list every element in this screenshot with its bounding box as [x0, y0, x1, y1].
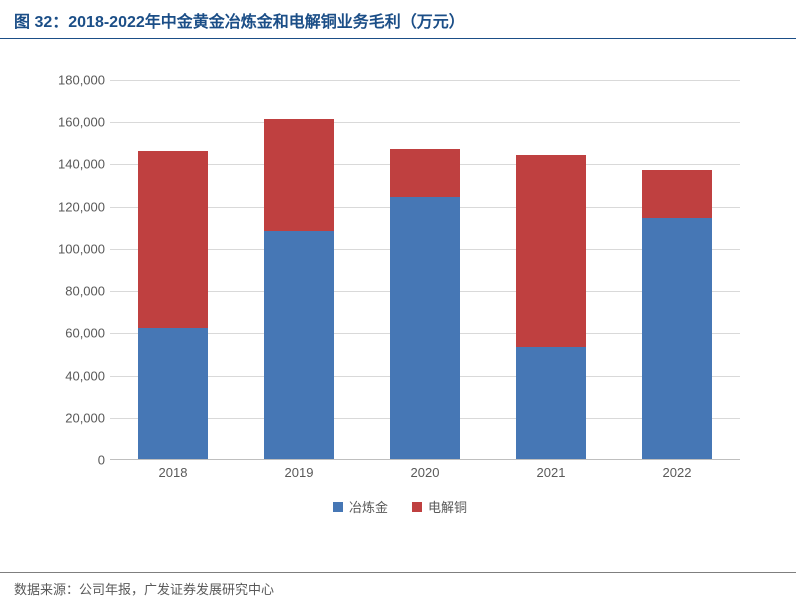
legend-label: 冶炼金 — [349, 497, 388, 516]
legend: 冶炼金 电解铜 — [40, 497, 760, 516]
chart-title-bar: 图 32：2018-2022年中金黄金冶炼金和电解铜业务毛利（万元） — [0, 0, 796, 39]
plot-region: 20182019202020212022 — [110, 80, 740, 460]
grid-line — [110, 80, 740, 81]
bar-segment — [138, 328, 207, 459]
bar-segment — [264, 231, 333, 459]
legend-swatch — [333, 502, 343, 512]
grid-line — [110, 122, 740, 123]
legend-swatch — [412, 502, 422, 512]
y-tick-label: 180,000 — [40, 73, 105, 88]
legend-item: 冶炼金 — [333, 497, 388, 516]
y-tick-label: 140,000 — [40, 157, 105, 172]
y-tick-label: 160,000 — [40, 115, 105, 130]
bar-segment — [642, 170, 711, 219]
y-tick-label: 0 — [40, 453, 105, 468]
source-label: 数据来源：公司年报，广发证券发展研究中心 — [14, 582, 274, 597]
x-tick-label: 2018 — [159, 465, 188, 480]
chart-title: 图 32：2018-2022年中金黄金冶炼金和电解铜业务毛利（万元） — [14, 14, 465, 31]
bar-segment — [138, 151, 207, 328]
x-tick-label: 2022 — [663, 465, 692, 480]
y-tick-label: 20,000 — [40, 410, 105, 425]
y-tick-label: 100,000 — [40, 241, 105, 256]
bar-segment — [516, 347, 585, 459]
bar-segment — [390, 149, 459, 198]
bar-segment — [390, 197, 459, 459]
legend-label: 电解铜 — [428, 497, 467, 516]
x-tick-label: 2019 — [285, 465, 314, 480]
y-tick-label: 40,000 — [40, 368, 105, 383]
y-tick-label: 80,000 — [40, 284, 105, 299]
y-tick-label: 120,000 — [40, 199, 105, 214]
bar-segment — [642, 218, 711, 459]
bar-segment — [264, 119, 333, 231]
bar-segment — [516, 155, 585, 347]
legend-item: 电解铜 — [412, 497, 467, 516]
source-footer: 数据来源：公司年报，广发证券发展研究中心 — [0, 572, 796, 608]
x-tick-label: 2021 — [537, 465, 566, 480]
chart-area: 20182019202020212022 020,00040,00060,000… — [40, 60, 760, 520]
x-tick-label: 2020 — [411, 465, 440, 480]
y-tick-label: 60,000 — [40, 326, 105, 341]
